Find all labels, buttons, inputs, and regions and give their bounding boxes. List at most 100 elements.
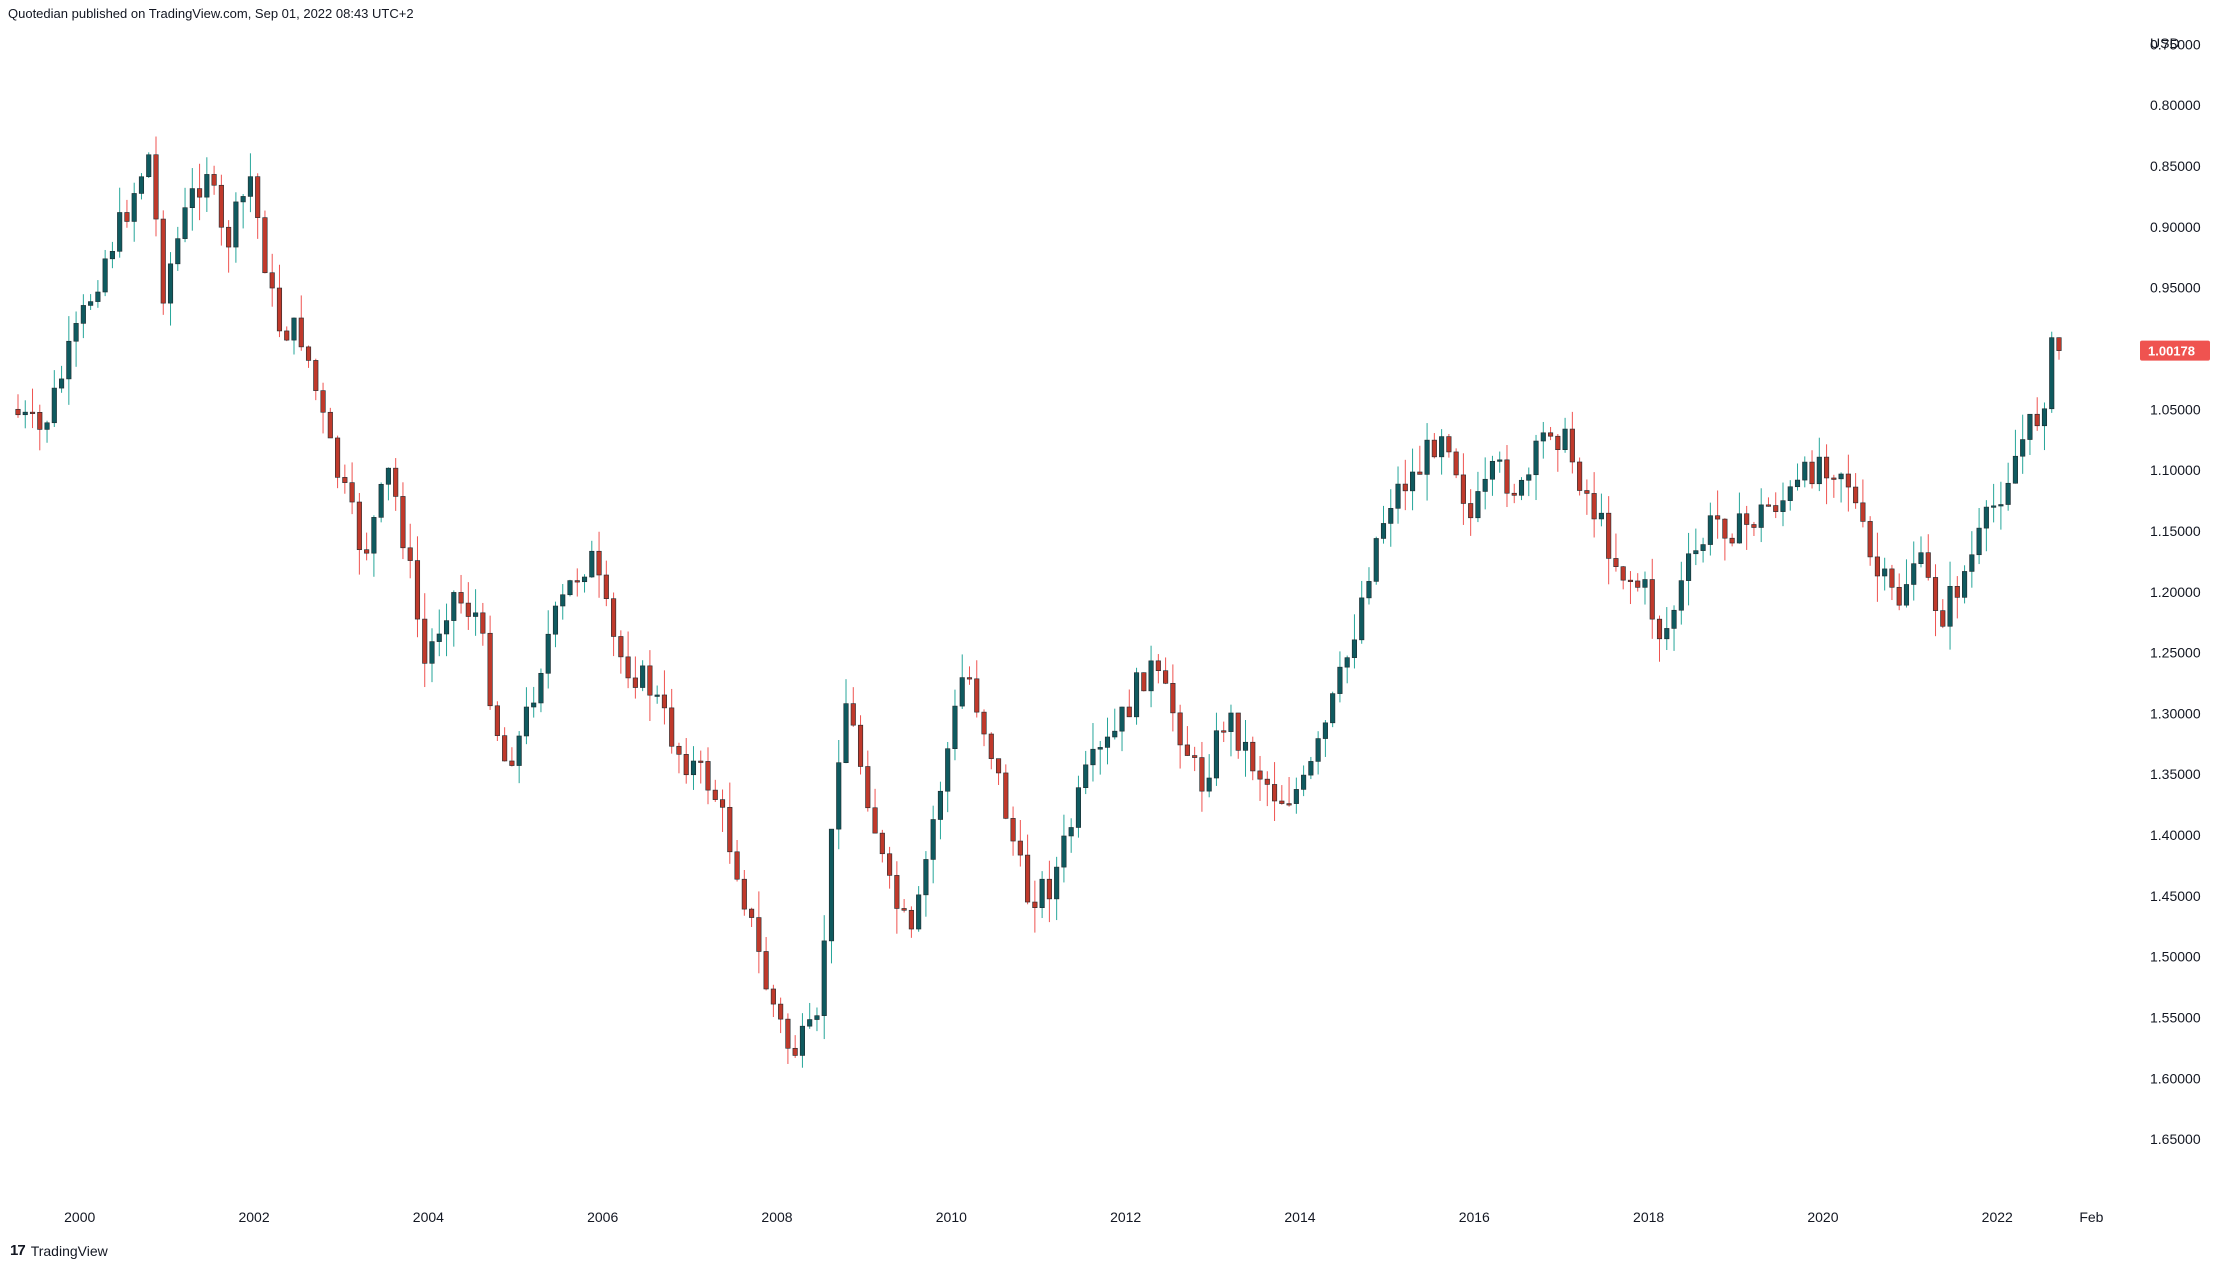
candle-body[interactable] — [2049, 337, 2055, 410]
candle-body[interactable] — [2041, 408, 2048, 427]
candle-body[interactable] — [1635, 580, 1641, 588]
candle-body[interactable] — [523, 706, 529, 737]
candle-body[interactable] — [226, 226, 232, 248]
candle-body[interactable] — [1802, 461, 1808, 481]
candle-body[interactable] — [458, 592, 464, 604]
candle-body[interactable] — [763, 951, 769, 990]
candle-body[interactable] — [1475, 491, 1481, 519]
candle-body[interactable] — [1642, 579, 1648, 588]
candle-body[interactable] — [1656, 618, 1663, 640]
candle-body[interactable] — [799, 1025, 805, 1056]
candle-body[interactable] — [44, 422, 50, 430]
candle-body[interactable] — [1119, 706, 1125, 732]
candle-body[interactable] — [182, 207, 188, 239]
candle-body[interactable] — [1126, 706, 1132, 718]
candle-body[interactable] — [109, 251, 115, 260]
candle-body[interactable] — [531, 702, 537, 708]
candle-body[interactable] — [632, 677, 638, 688]
candle-body[interactable] — [124, 212, 130, 222]
candle-body[interactable] — [952, 705, 958, 750]
candle-body[interactable] — [1242, 741, 1249, 751]
candle-body[interactable] — [1351, 639, 1358, 658]
candle-body[interactable] — [1678, 580, 1684, 611]
candle-body[interactable] — [1272, 784, 1278, 802]
candle-body[interactable] — [1526, 474, 1532, 481]
candle-body[interactable] — [545, 633, 551, 674]
candle-body[interactable] — [1395, 483, 1401, 509]
candle-body[interactable] — [153, 154, 159, 220]
candle-body[interactable] — [1468, 503, 1474, 519]
candle-body[interactable] — [1003, 772, 1009, 819]
candle-body[interactable] — [1954, 586, 1960, 598]
candle-body[interactable] — [1729, 537, 1735, 544]
candle-body[interactable] — [1794, 479, 1801, 488]
candle-body[interactable] — [1932, 577, 1939, 611]
candle-body[interactable] — [1155, 660, 1161, 671]
candle-body[interactable] — [465, 602, 471, 617]
candle-body[interactable] — [1736, 513, 1742, 544]
candle-body[interactable] — [1489, 460, 1496, 480]
candle-body[interactable] — [320, 390, 326, 413]
candle-body[interactable] — [1511, 492, 1517, 496]
candle-body[interactable] — [1388, 508, 1394, 524]
candle-body[interactable] — [356, 501, 362, 551]
candle-body[interactable] — [1061, 835, 1067, 868]
candle-body[interactable] — [901, 908, 907, 911]
candle-body[interactable] — [1816, 456, 1822, 485]
candle-body[interactable] — [1315, 738, 1321, 762]
candle-body[interactable] — [1308, 761, 1314, 776]
candle-body[interactable] — [1344, 657, 1350, 668]
candle-body[interactable] — [1627, 579, 1634, 582]
candle-body[interactable] — [1548, 432, 1554, 437]
candle-body[interactable] — [436, 633, 442, 642]
candle-body[interactable] — [574, 580, 580, 583]
candle-body[interactable] — [509, 760, 515, 766]
candle-body[interactable] — [1141, 672, 1147, 692]
candle-body[interactable] — [211, 174, 217, 186]
candle-body[interactable] — [1598, 512, 1604, 520]
candle-body[interactable] — [661, 694, 667, 709]
candle-body[interactable] — [1562, 428, 1568, 451]
candle-body[interactable] — [1715, 515, 1721, 520]
candle-body[interactable] — [393, 467, 399, 497]
candle-body[interactable] — [937, 790, 943, 820]
candle-body[interactable] — [1780, 500, 1786, 512]
candle-body[interactable] — [1773, 505, 1779, 512]
candle-body[interactable] — [1497, 459, 1503, 462]
candle-body[interactable] — [1286, 803, 1292, 806]
candle-body[interactable] — [1765, 504, 1772, 507]
candle-body[interactable] — [1584, 490, 1590, 494]
candle-body[interactable] — [2020, 439, 2026, 457]
candle-body[interactable] — [756, 917, 762, 952]
candle-body[interactable] — [378, 483, 384, 518]
candle-body[interactable] — [1373, 538, 1379, 582]
candle-body[interactable] — [233, 201, 239, 248]
candle-body[interactable] — [1446, 436, 1452, 453]
candle-body[interactable] — [1010, 818, 1016, 842]
candle-body[interactable] — [1882, 568, 1888, 577]
candle-body[interactable] — [1606, 512, 1612, 559]
candle-body[interactable] — [414, 560, 421, 620]
candle-body[interactable] — [1366, 581, 1372, 599]
candle-body[interactable] — [836, 762, 842, 830]
candle-body[interactable] — [1504, 459, 1510, 494]
candle-body[interactable] — [923, 859, 929, 896]
candle-body[interactable] — [1845, 473, 1851, 488]
candle-body[interactable] — [1431, 439, 1437, 458]
candle-body[interactable] — [1410, 471, 1416, 492]
candle-body[interactable] — [1707, 515, 1713, 545]
candle-body[interactable] — [1097, 747, 1103, 750]
candle-body[interactable] — [364, 549, 370, 554]
candle-body[interactable] — [371, 517, 377, 554]
candle-body[interactable] — [995, 758, 1002, 774]
candle-body[interactable] — [1264, 778, 1270, 785]
candle-body[interactable] — [749, 908, 755, 918]
candle-body[interactable] — [422, 618, 428, 664]
candle-body[interactable] — [560, 594, 566, 607]
candle-body[interactable] — [669, 707, 675, 747]
candle-body[interactable] — [73, 323, 79, 342]
candle-body[interactable] — [1184, 744, 1190, 756]
candle-body[interactable] — [1424, 439, 1430, 475]
candle-body[interactable] — [930, 819, 936, 860]
